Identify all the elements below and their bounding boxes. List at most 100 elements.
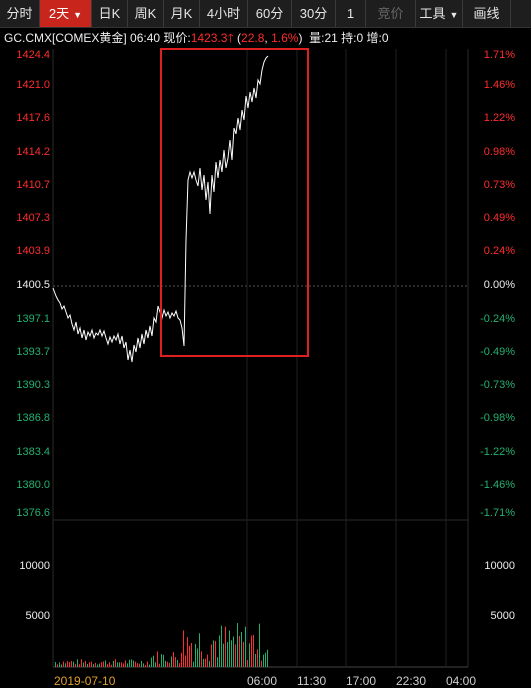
tab-9[interactable]: 竞价	[366, 0, 416, 27]
tab-7[interactable]: 30分	[292, 0, 336, 27]
current-price: 1423.3	[190, 31, 228, 45]
volume-bar	[99, 663, 100, 667]
volume-bar	[259, 623, 260, 667]
volume-bar	[247, 659, 248, 667]
volume-bar	[215, 640, 216, 667]
volume-bar	[257, 649, 258, 667]
symbol-name: GC.CMX[COMEX黄金]	[4, 31, 127, 45]
volume-bar	[165, 660, 166, 667]
volume-bar	[137, 663, 138, 667]
time-tick-label: 06:00	[247, 674, 278, 688]
volume-bar	[195, 643, 196, 667]
volume-bar	[103, 661, 104, 667]
volume-value: 21	[324, 31, 338, 45]
volume-bar	[167, 661, 168, 667]
volume-bar	[135, 661, 136, 667]
tab-10[interactable]: 工具 ▼	[416, 0, 463, 27]
tab-4[interactable]: 月K	[164, 0, 200, 27]
volume-bar	[255, 653, 256, 667]
volume-bar	[235, 644, 236, 667]
volume-bar	[79, 664, 80, 667]
volume-bar	[179, 663, 180, 667]
volume-bar	[129, 659, 130, 667]
volume-bar	[125, 660, 126, 667]
price-tick-label: 1424.4	[16, 49, 50, 61]
tab-5[interactable]: 4小时	[200, 0, 248, 27]
volume-bar	[111, 664, 112, 667]
caret-down-icon: ▼	[449, 10, 459, 20]
volume-bar	[217, 657, 218, 667]
tab-3[interactable]: 周K	[128, 0, 164, 27]
time-tick-label: 2019-07-10	[54, 674, 116, 688]
volume-bar	[93, 664, 94, 667]
tab-label: 4小时	[206, 6, 241, 21]
volume-bar	[205, 658, 206, 667]
volume-bar	[81, 659, 82, 667]
tab-label: 30分	[299, 6, 328, 21]
volume-bar	[67, 661, 68, 667]
pct-tick-label: -1.71%	[480, 507, 515, 519]
pct-tick-label: 1.71%	[483, 49, 515, 61]
volume-bar	[261, 660, 262, 667]
volume-bar	[161, 654, 162, 667]
volume-bar	[197, 648, 198, 667]
volume-bar	[191, 642, 192, 667]
volume-bar	[147, 661, 148, 667]
volume-bar	[163, 654, 164, 667]
tab-8[interactable]: 1	[336, 0, 366, 27]
tab-6[interactable]: 60分	[248, 0, 292, 27]
volume-bar	[213, 640, 214, 667]
volume-bar	[159, 663, 160, 667]
volume-bar	[245, 626, 246, 667]
tab-2[interactable]: 日K	[92, 0, 128, 27]
volume-bar	[203, 658, 204, 667]
arrow-up-icon: 🡑	[227, 31, 234, 45]
pct-tick-label: -1.46%	[480, 479, 515, 491]
volume-bar	[225, 626, 226, 667]
volume-bar	[209, 660, 210, 667]
tab-11[interactable]: 画线	[463, 0, 511, 27]
volume-bar	[143, 663, 144, 667]
volume-tick-label: 10000	[484, 560, 515, 572]
volume-bar	[113, 660, 114, 667]
volume-bar	[157, 651, 158, 667]
volume-bar	[233, 636, 234, 667]
tab-label: 工具	[419, 6, 446, 21]
volume-bar	[153, 655, 154, 667]
tab-label: 1	[346, 6, 355, 21]
volume-bar	[85, 660, 86, 667]
volume-tick-label: 5000	[25, 610, 50, 622]
price-tick-label: 1417.6	[16, 112, 50, 124]
volume-bar	[131, 659, 132, 667]
volume-bar	[241, 631, 242, 667]
time-tick-label: 22:30	[396, 674, 427, 688]
volume-bar	[71, 660, 72, 667]
tab-0[interactable]: 分时	[0, 0, 40, 27]
volume-bar	[83, 662, 84, 667]
highlight-box	[160, 48, 309, 357]
volume-bar	[117, 662, 118, 667]
volume-bar	[141, 660, 142, 667]
time-tick-label: 04:00	[446, 674, 477, 688]
volume-bar	[95, 662, 96, 667]
volume-bar	[181, 652, 182, 667]
volume-tick-label: 10000	[19, 560, 50, 572]
volume-bar	[183, 630, 184, 667]
volume-bar	[227, 642, 228, 667]
volume-bar	[73, 661, 74, 667]
pct-tick-label: 0.49%	[483, 212, 515, 224]
volume-bar	[207, 654, 208, 667]
tab-1[interactable]: 2天 ▼	[40, 0, 92, 27]
volume-bar	[185, 655, 186, 667]
volume-bar	[115, 659, 116, 667]
price-tick-label: 1403.9	[16, 245, 50, 257]
price-label: 现价:	[163, 31, 191, 45]
volume-bar	[169, 662, 170, 667]
volume-bar	[139, 663, 140, 667]
volume-bar	[101, 662, 102, 667]
pct-tick-label: -0.73%	[480, 379, 515, 391]
volume-bar	[251, 635, 252, 667]
tab-label: 日K	[98, 6, 121, 21]
volume-bar	[89, 662, 90, 667]
